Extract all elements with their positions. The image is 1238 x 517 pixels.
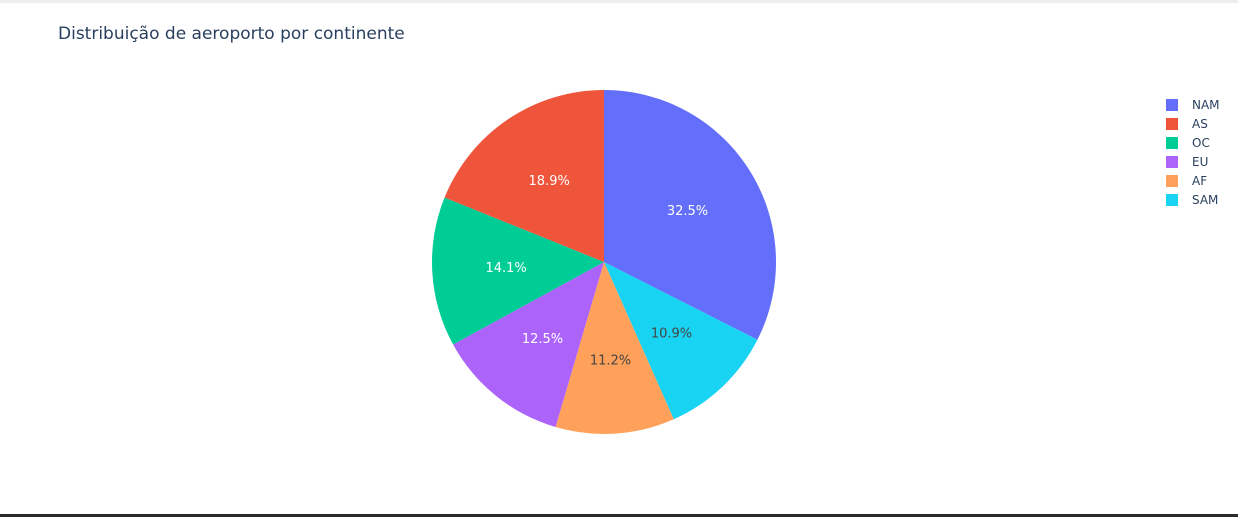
legend-label-sam: SAM <box>1192 192 1219 207</box>
pie-slice-af[interactable] <box>555 262 674 434</box>
pie-slices <box>432 90 776 434</box>
legend-label-eu: EU <box>1192 154 1209 169</box>
legend-item-sam[interactable]: SAM <box>1166 190 1220 209</box>
slice-label-as: 18.9% <box>529 174 570 189</box>
pie-slice-sam[interactable] <box>604 262 758 420</box>
legend-item-eu[interactable]: EU <box>1166 152 1220 171</box>
legend-label-nam: NAM <box>1192 97 1220 112</box>
bottom-border <box>0 514 1238 517</box>
legend-item-nam[interactable]: NAM <box>1166 95 1220 114</box>
slice-label-sam: 10.9% <box>651 327 692 342</box>
legend-item-oc[interactable]: OC <box>1166 133 1220 152</box>
pie-labels: 32.5% 10.9% 11.2% 12.5% 14.1% 18.9% <box>485 174 708 368</box>
legend-swatch-oc <box>1166 136 1178 149</box>
legend-label-af: AF <box>1192 173 1208 188</box>
pie-slice-nam[interactable] <box>604 90 776 340</box>
slice-label-eu: 12.5% <box>522 332 563 347</box>
top-border <box>0 0 1238 3</box>
slice-label-af: 11.2% <box>590 353 631 368</box>
legend-swatch-sam <box>1166 193 1178 206</box>
legend-item-as[interactable]: AS <box>1166 114 1220 133</box>
legend-label-as: AS <box>1192 116 1208 131</box>
slice-label-oc: 14.1% <box>485 261 526 276</box>
pie-slice-oc[interactable] <box>432 197 604 345</box>
slice-label-nam: 32.5% <box>667 204 708 219</box>
legend-swatch-as <box>1166 117 1178 130</box>
pie-slice-eu[interactable] <box>453 262 604 428</box>
chart-title: Distribuição de aeroporto por continente <box>58 24 405 44</box>
legend-swatch-nam <box>1166 98 1178 111</box>
legend[interactable]: NAM AS OC EU AF SAM <box>1166 95 1220 209</box>
legend-item-af[interactable]: AF <box>1166 171 1220 190</box>
legend-label-oc: OC <box>1192 135 1210 150</box>
pie-slice-as[interactable] <box>444 90 604 262</box>
legend-swatch-eu <box>1166 155 1178 168</box>
legend-swatch-af <box>1166 174 1178 187</box>
